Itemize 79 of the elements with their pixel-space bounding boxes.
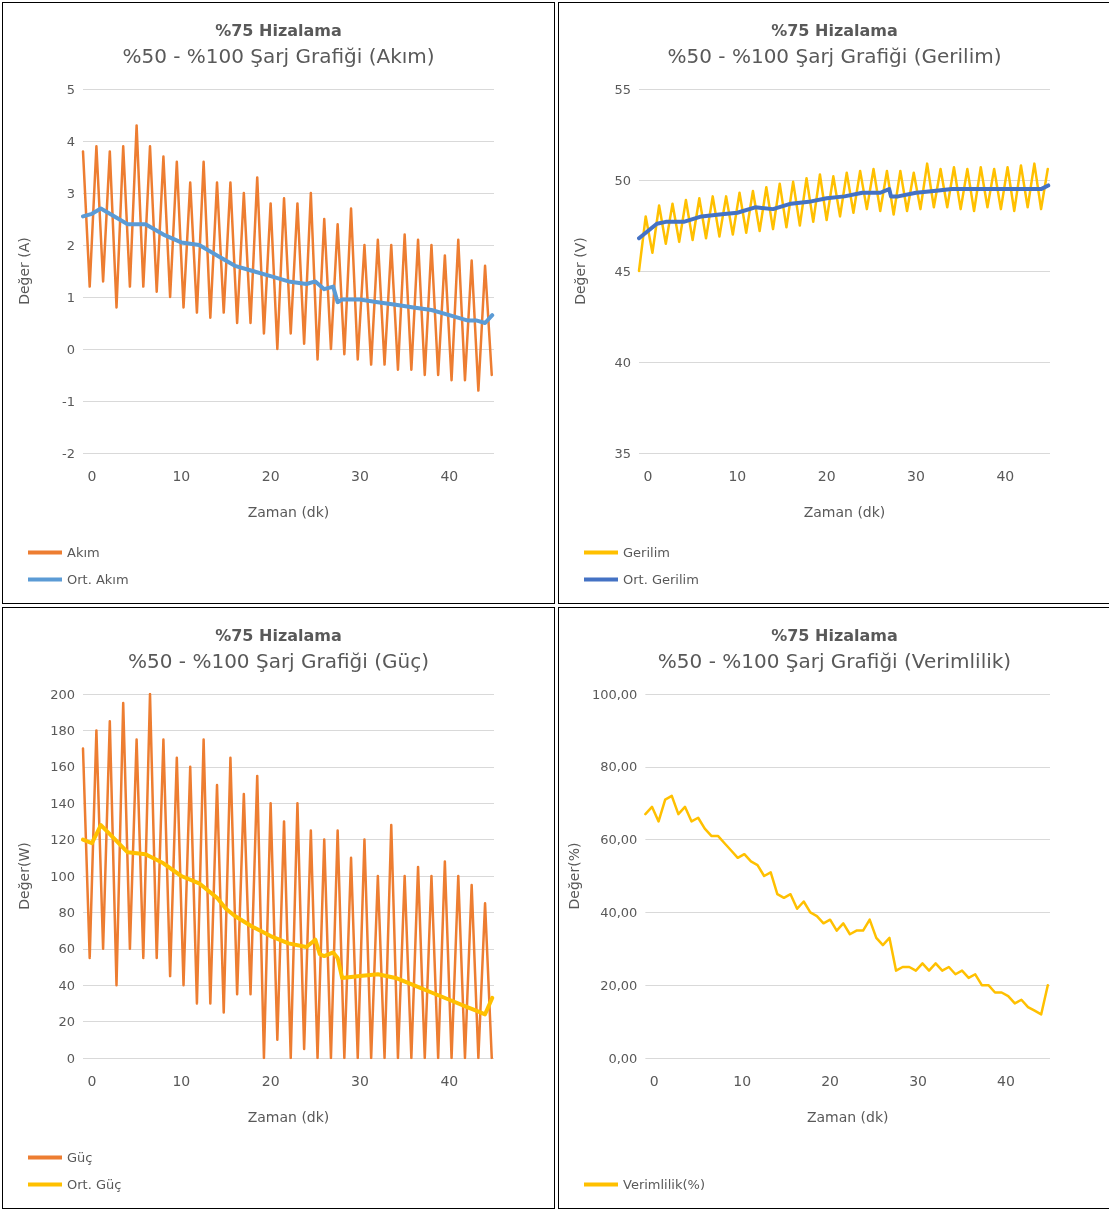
x-tick-label: 40 bbox=[996, 468, 1015, 484]
y-tick-label: 200 bbox=[50, 686, 75, 702]
y-axis-title: Değer (V) bbox=[572, 237, 588, 305]
chart-title: %75 Hizalama bbox=[771, 20, 898, 40]
x-tick-label: 20 bbox=[817, 468, 836, 484]
y-tick-label: 2 bbox=[66, 237, 75, 253]
x-tick-label: 40 bbox=[440, 1073, 459, 1089]
y-tick-label: 100,00 bbox=[591, 686, 638, 702]
x-tick-label: 20 bbox=[821, 1073, 840, 1089]
y-tick-label: 1 bbox=[66, 289, 75, 305]
line-series bbox=[81, 823, 495, 1017]
legend-label: Akım bbox=[67, 545, 100, 560]
y-tick-label: 20 bbox=[58, 1014, 75, 1030]
y-tick-label: 0 bbox=[66, 1050, 75, 1066]
legend-label: Ort. Akım bbox=[67, 572, 129, 587]
x-tick-label: 30 bbox=[909, 1073, 927, 1089]
y-tick-label: -1 bbox=[62, 393, 75, 409]
legend-label: Ort. Güç bbox=[67, 1177, 122, 1192]
x-tick-label: 0 bbox=[87, 1073, 97, 1089]
y-tick-label: 180 bbox=[50, 722, 75, 738]
x-tick-label: 10 bbox=[733, 1073, 752, 1089]
chart-title: %75 Hizalama bbox=[215, 625, 342, 645]
x-tick-label: 30 bbox=[351, 468, 369, 484]
y-tick-label: 60 bbox=[58, 941, 75, 957]
x-axis-title: Zaman (dk) bbox=[806, 1109, 889, 1125]
line-series bbox=[81, 206, 495, 325]
y-tick-label: 55 bbox=[614, 81, 631, 97]
y-tick-label: 80,00 bbox=[600, 759, 638, 775]
x-tick-label: 30 bbox=[907, 468, 925, 484]
x-axis-title: Zaman (dk) bbox=[247, 504, 330, 520]
y-axis-title: Değer(W) bbox=[16, 842, 32, 910]
legend-label: Gerilim bbox=[623, 545, 670, 560]
y-tick-label: 40,00 bbox=[600, 904, 638, 920]
y-tick-label: 120 bbox=[50, 832, 75, 848]
y-tick-label: 100 bbox=[50, 868, 75, 884]
y-tick-label: 0 bbox=[66, 341, 75, 357]
x-tick-label: 10 bbox=[172, 1073, 191, 1089]
y-axis-title: Değer (A) bbox=[16, 237, 32, 305]
line-series bbox=[644, 794, 1050, 1016]
legend-label: Güç bbox=[67, 1150, 93, 1165]
y-tick-label: 40 bbox=[614, 354, 631, 370]
chart-subtitle: %50 - %100 Şarj Grafiği (Güç) bbox=[128, 649, 429, 673]
y-tick-label: 0,00 bbox=[608, 1050, 638, 1066]
chart-title: %75 Hizalama bbox=[771, 625, 898, 645]
x-tick-label: 20 bbox=[261, 468, 280, 484]
y-tick-label: 3 bbox=[66, 185, 75, 201]
y-tick-label: 160 bbox=[50, 759, 75, 775]
y-tick-label: 50 bbox=[614, 172, 631, 188]
y-tick-label: 45 bbox=[614, 263, 631, 279]
x-tick-label: 0 bbox=[87, 468, 97, 484]
x-tick-label: 0 bbox=[649, 1073, 659, 1089]
x-axis-title: Zaman (dk) bbox=[803, 504, 886, 520]
y-tick-label: 5 bbox=[66, 81, 75, 97]
x-tick-label: 10 bbox=[728, 468, 747, 484]
y-tick-label: 35 bbox=[614, 445, 631, 461]
chart-subtitle: %50 - %100 Şarj Grafiği (Akım) bbox=[122, 44, 435, 68]
y-tick-label: 40 bbox=[58, 977, 75, 993]
y-tick-label: 80 bbox=[58, 904, 75, 920]
chart-subtitle: %50 - %100 Şarj Grafiği (Gerilim) bbox=[667, 44, 1002, 68]
y-axis-title: Değer(%) bbox=[566, 842, 582, 910]
y-tick-label: -2 bbox=[62, 445, 75, 461]
legend-label: Verimlilik(%) bbox=[623, 1177, 705, 1192]
y-tick-label: 60,00 bbox=[600, 832, 638, 848]
legend-label: Ort. Gerilim bbox=[623, 572, 699, 587]
x-tick-label: 40 bbox=[997, 1073, 1015, 1089]
x-tick-label: 0 bbox=[643, 468, 653, 484]
y-tick-label: 140 bbox=[50, 795, 75, 811]
chart-title: %75 Hizalama bbox=[215, 20, 342, 40]
line-series bbox=[81, 692, 494, 1060]
y-tick-label: 20,00 bbox=[600, 977, 638, 993]
chart-subtitle: %50 - %100 Şarj Grafiği (Verimlilik) bbox=[657, 649, 1012, 673]
x-tick-label: 40 bbox=[440, 468, 459, 484]
line-series bbox=[81, 124, 494, 392]
y-tick-label: 4 bbox=[66, 133, 75, 149]
x-tick-label: 10 bbox=[172, 468, 191, 484]
line-series bbox=[637, 183, 1051, 241]
x-axis-title: Zaman (dk) bbox=[247, 1109, 330, 1125]
x-tick-label: 30 bbox=[351, 1073, 369, 1089]
x-tick-label: 20 bbox=[261, 1073, 280, 1089]
